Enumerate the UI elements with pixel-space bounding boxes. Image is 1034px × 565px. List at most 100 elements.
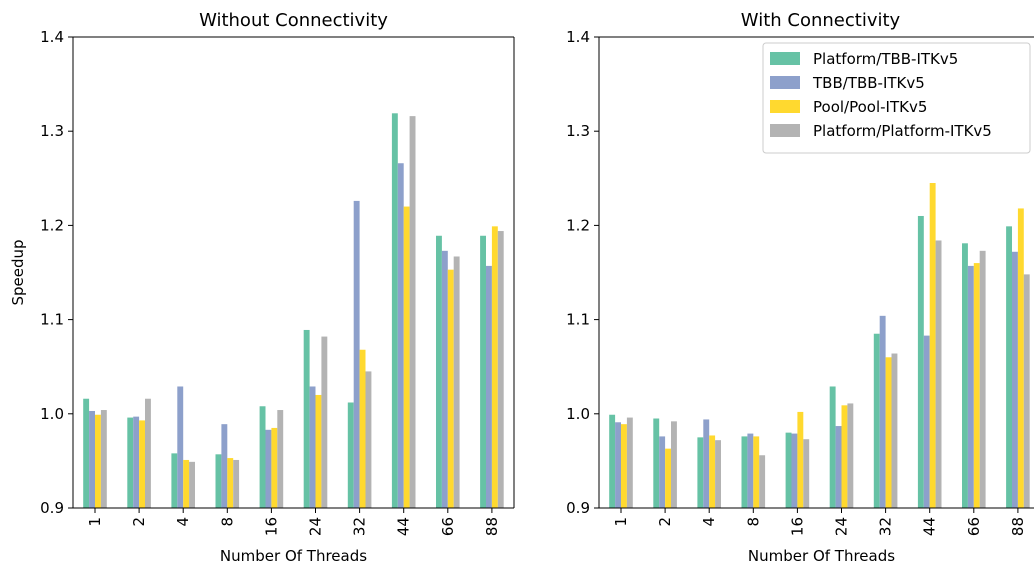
x-tick-label-1-6: 32	[877, 517, 895, 536]
bar-0-0-3	[215, 454, 222, 508]
bar-1-1-7	[923, 335, 930, 508]
x-tick-label-0-7: 44	[395, 517, 413, 536]
bar-1-2-1	[665, 448, 671, 508]
y-tick-label-0-2: 1.1	[40, 311, 64, 329]
bar-1-3-3	[759, 455, 766, 508]
bar-0-0-8	[436, 235, 442, 508]
x-axis-label-0: Number Of Threads	[220, 547, 367, 565]
bar-0-3-1	[145, 398, 151, 508]
x-tick-label-0-6: 32	[351, 517, 369, 536]
y-tick-label-1-5: 1.4	[566, 28, 590, 46]
bar-1-1-5	[835, 426, 842, 508]
bar-1-3-9	[1023, 274, 1030, 508]
bar-0-1-8	[441, 250, 448, 508]
bar-0-0-7	[391, 113, 398, 509]
bar-0-3-8	[453, 256, 460, 508]
bar-1-3-8	[979, 250, 986, 508]
bar-0-3-9	[497, 231, 504, 509]
x-tick-label-0-5: 24	[307, 517, 325, 536]
x-tick-label-0-1: 2	[130, 517, 148, 527]
bar-0-1-6	[353, 200, 360, 508]
x-tick-label-1-5: 24	[833, 517, 851, 536]
bar-0-3-3	[233, 459, 240, 508]
bar-1-1-6	[879, 315, 886, 508]
y-tick-label-1-2: 1.1	[566, 311, 590, 329]
bar-1-3-6	[891, 353, 898, 508]
bar-1-3-1	[671, 421, 677, 508]
bar-0-2-1	[139, 420, 145, 508]
bar-0-2-6	[359, 349, 366, 508]
bar-1-0-0	[609, 414, 616, 508]
bar-1-2-4	[797, 411, 804, 508]
x-tick-label-1-2: 4	[700, 517, 718, 527]
bar-1-2-8	[973, 263, 980, 508]
bar-1-2-7	[929, 183, 936, 508]
bar-1-1-4	[791, 433, 798, 508]
x-tick-label-0-0: 1	[86, 517, 104, 527]
bar-0-0-4	[259, 406, 266, 508]
bar-1-2-9	[1017, 208, 1024, 508]
legend-swatch-0	[770, 52, 800, 65]
y-axis-label-0: Speedup	[9, 239, 27, 305]
x-tick-label-0-2: 4	[174, 517, 192, 527]
y-tick-label-0-3: 1.2	[40, 216, 64, 234]
bar-1-2-0	[621, 424, 627, 508]
y-tick-label-1-3: 1.2	[566, 216, 590, 234]
bar-0-2-9	[491, 226, 498, 508]
y-tick-label-0-0: 0.9	[40, 499, 64, 517]
x-tick-label-1-9: 88	[1009, 517, 1027, 536]
bar-0-2-8	[447, 269, 454, 508]
bar-0-0-9	[480, 235, 486, 508]
bar-0-2-4	[271, 427, 278, 508]
bar-0-1-4	[265, 429, 272, 508]
bar-1-0-7	[917, 215, 924, 509]
bar-0-0-1	[127, 417, 134, 508]
bar-0-2-3	[227, 458, 234, 508]
bar-1-0-2	[697, 437, 704, 508]
bar-1-1-9	[1012, 251, 1018, 508]
y-tick-label-0-1: 1.0	[40, 405, 64, 423]
bar-0-1-7	[397, 163, 404, 509]
bar-0-1-1	[133, 416, 140, 508]
bar-1-2-2	[709, 435, 716, 508]
bar-1-1-1	[659, 436, 666, 508]
bar-1-0-6	[873, 333, 880, 508]
bar-1-1-0	[615, 422, 621, 508]
bar-0-2-5	[315, 394, 322, 508]
bar-0-3-5	[321, 336, 328, 508]
bar-1-3-4	[803, 439, 810, 508]
legend: Platform/TBB-ITKv5 TBB/TBB-ITKv5 Pool/Pool…	[762, 42, 1031, 154]
legend-swatch-3	[770, 124, 800, 137]
x-tick-label-1-0: 1	[612, 517, 630, 527]
bar-1-0-1	[653, 418, 660, 508]
y-tick-label-0-4: 1.3	[40, 122, 64, 140]
legend-swatch-2	[770, 100, 800, 113]
bar-0-3-7	[409, 116, 416, 508]
bar-0-0-5	[303, 329, 310, 508]
y-tick-label-1-1: 1.0	[566, 405, 590, 423]
legend-label-0: Platform/TBB-ITKv5	[813, 50, 958, 68]
bar-0-1-3	[221, 424, 228, 508]
x-tick-label-1-1: 2	[656, 517, 674, 527]
x-tick-label-0-8: 66	[439, 517, 457, 536]
bar-1-2-3	[753, 436, 760, 508]
bar-1-1-3	[747, 433, 754, 508]
bar-1-0-8	[962, 243, 968, 509]
bar-0-3-4	[277, 410, 284, 508]
legend-swatch-1	[770, 76, 800, 89]
bar-1-3-5	[847, 403, 854, 508]
bar-0-1-9	[486, 265, 492, 508]
bar-0-1-5	[309, 386, 316, 508]
bar-0-0-6	[347, 402, 354, 508]
x-tick-label-1-3: 8	[744, 517, 762, 527]
legend-box	[762, 42, 1031, 154]
bar-0-2-0	[95, 414, 101, 508]
axes-frame-1	[598, 36, 1034, 509]
legend-label-2: Pool/Pool-ITKv5	[813, 98, 927, 116]
x-tick-label-0-9: 88	[483, 517, 501, 536]
x-tick-label-1-4: 16	[788, 517, 806, 536]
y-tick-label-1-4: 1.3	[566, 122, 590, 140]
x-tick-label-1-7: 44	[921, 517, 939, 536]
